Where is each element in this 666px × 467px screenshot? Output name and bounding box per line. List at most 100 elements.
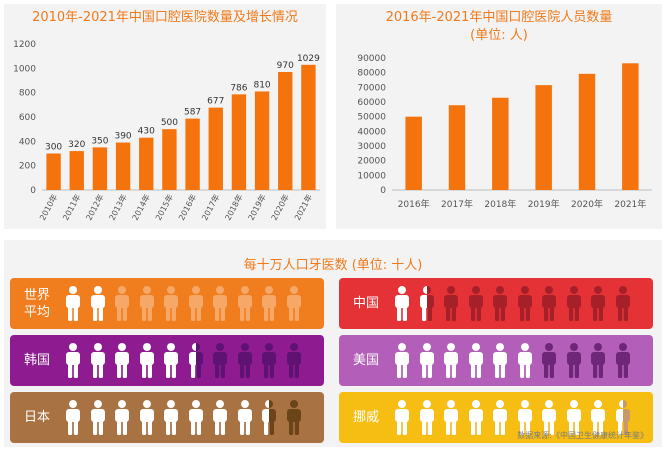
- person-icon: [64, 278, 82, 329]
- staff-count-chart: 2016年-2021年中国口腔医院人员数量 (单位: 人) 0 10000 2000…: [336, 4, 662, 229]
- density-row: 日本: [10, 392, 324, 443]
- person-icon: [89, 278, 107, 329]
- chart2-ytick-label: 30000: [357, 142, 386, 152]
- person-icon: [285, 278, 303, 329]
- person-icon: [113, 278, 131, 329]
- chart1-ytick-label: 1200: [13, 40, 36, 50]
- chart1-data-label: 786: [230, 83, 247, 93]
- chart1-bar: [254, 91, 270, 190]
- chart1-data-label: 677: [207, 97, 224, 107]
- density-row-label-line: 世界: [24, 287, 51, 303]
- density-row-label-line: 平均: [24, 304, 51, 320]
- chart1-bar: [162, 129, 177, 190]
- chart1-data-label: 320: [68, 140, 85, 150]
- person-icon: [589, 392, 607, 443]
- chart2-ytick-label: 50000: [357, 113, 386, 123]
- person-icon: [285, 335, 303, 386]
- person-icon: [138, 335, 156, 386]
- person-icon: [236, 335, 254, 386]
- person-icon: [113, 392, 131, 443]
- person-icon: [113, 335, 131, 386]
- density-row-label: 韩国: [24, 335, 50, 386]
- chart1-category-label: 2019年: [246, 192, 268, 222]
- person-icon: [467, 335, 485, 386]
- density-row: 世界 平均: [10, 278, 324, 329]
- person-icon: [614, 335, 632, 386]
- chart1-ytick-label: 400: [19, 137, 36, 147]
- person-icon: [589, 278, 607, 329]
- person-icon: [162, 335, 180, 386]
- person-icon: [236, 392, 254, 443]
- person-icon: [418, 278, 436, 329]
- density-row: 中国: [339, 278, 653, 329]
- person-icon: [418, 335, 436, 386]
- person-icon: [442, 278, 460, 329]
- chart2-plot: 0 10000 20000 30000 40000 50000 60000 70000 8000…: [357, 54, 652, 210]
- chart2-bar: [405, 116, 422, 190]
- person-icon: [442, 392, 460, 443]
- person-icon: [516, 392, 534, 443]
- chart1-bar: [208, 107, 223, 190]
- chart1-category-label: 2021年: [292, 192, 314, 222]
- density-row: 美国: [339, 335, 653, 386]
- person-icon: [162, 392, 180, 443]
- person-icon: [589, 335, 607, 386]
- density-row-label: 挪威: [353, 392, 379, 443]
- chart2-ytick-label: 40000: [357, 127, 386, 137]
- chart1-bar: [301, 64, 316, 190]
- person-icon: [491, 278, 509, 329]
- chart1-data-label: 350: [91, 136, 108, 146]
- chart2-ytick-label: 90000: [357, 54, 386, 64]
- chart1-data-label: 587: [184, 108, 201, 118]
- density-row-label: 日本: [24, 392, 50, 443]
- chart2-subtitle: (单位: 人): [470, 28, 528, 43]
- chart1-bar: [69, 151, 84, 190]
- chart1-bar: [185, 118, 200, 190]
- density-row-label-line: 日本: [24, 410, 51, 425]
- chart1-data-label: 970: [277, 61, 294, 71]
- dentist-density-panel: 每十万人口牙医数 (单位: 十人) 世界 平均 韩国 日本 中国 美国 挪威 数据来源:《中…: [4, 240, 662, 447]
- person-icon: [393, 335, 411, 386]
- person-icon: [565, 335, 583, 386]
- chart1-ytick-label: 800: [19, 89, 36, 99]
- person-icon: [211, 392, 229, 443]
- chart1-plot: 0 200 400 600 800 1000 1200 300 2010年 320 2011年 350…: [13, 40, 320, 222]
- person-icon: [187, 335, 205, 386]
- person-icon: [64, 392, 82, 443]
- person-icon: [187, 392, 205, 443]
- person-icon: [260, 392, 278, 443]
- person-icon: [138, 278, 156, 329]
- chart1-category-label: 2018年: [223, 192, 245, 222]
- hospital-count-chart: 2010年-2021年中国口腔医院数量及增长情况 0 200 400 600 800 10…: [4, 4, 326, 229]
- person-icon: [467, 392, 485, 443]
- chart2-ytick-label: 60000: [357, 98, 386, 108]
- density-row: 挪威: [339, 392, 653, 443]
- chart2-ytick-label: 70000: [357, 83, 386, 93]
- chart1-category-label: 2015年: [153, 192, 175, 222]
- person-icon: [418, 392, 436, 443]
- chart2-bar: [492, 97, 509, 190]
- person-icon: [393, 392, 411, 443]
- person-icon: [211, 278, 229, 329]
- chart1-category-label: 2020年: [269, 192, 291, 222]
- person-icon: [442, 335, 460, 386]
- chart1-bar: [139, 137, 154, 190]
- density-row-label: 中国: [353, 278, 379, 329]
- chart2-category-label: 2019年: [528, 198, 560, 210]
- person-icon: [260, 278, 278, 329]
- density-row-label-line: 挪威: [353, 410, 380, 425]
- chart1-ytick-label: 0: [30, 186, 36, 196]
- chart1-ytick-label: 200: [19, 162, 36, 172]
- chart2-ytick-label: 0: [380, 186, 386, 196]
- chart1-category-label: 2014年: [130, 192, 152, 222]
- density-row-label-line: 中国: [353, 296, 380, 311]
- chart1-ytick-label: 1000: [13, 64, 36, 74]
- chart1-bar: [231, 94, 247, 190]
- chart1-data-label: 1029: [297, 54, 320, 64]
- chart1-data-label: 390: [114, 132, 131, 142]
- density-row-label: 世界 平均: [24, 278, 50, 329]
- chart2-ytick-label: 10000: [357, 171, 386, 181]
- person-icon: [64, 335, 82, 386]
- chart1-title: 2010年-2021年中国口腔医院数量及增长情况: [32, 10, 298, 25]
- chart1-data-label: 500: [161, 118, 178, 128]
